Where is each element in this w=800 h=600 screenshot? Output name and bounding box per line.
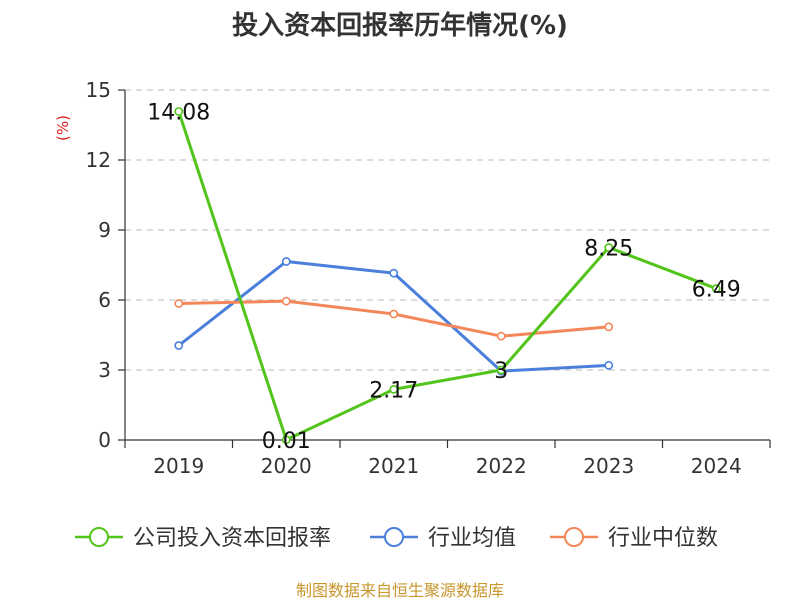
y-tick-label-0: 0 — [98, 428, 111, 452]
x-tick-label-2019: 2019 — [153, 454, 204, 478]
point-2-2020 — [281, 296, 291, 306]
series-1 — [174, 257, 614, 376]
point-1-2021 — [389, 268, 399, 278]
x-tick-label-2022: 2022 — [476, 454, 527, 478]
y-tick-label-6: 6 — [98, 288, 111, 312]
data-label-2019: 14.08 — [147, 100, 210, 125]
y-axis-unit: (%) — [54, 115, 72, 141]
x-tick-label-2020: 2020 — [261, 454, 312, 478]
y-tick-label-15: 15 — [86, 78, 111, 102]
legend-marker-2 — [564, 527, 584, 547]
y-tick-label-12: 12 — [86, 148, 111, 172]
data-label-2022: 3 — [494, 359, 508, 384]
source-note: 制图数据来自恒生聚源数据库 — [296, 581, 504, 600]
data-label-2021: 2.17 — [369, 378, 418, 403]
series-0 — [174, 107, 721, 445]
point-0-2022 — [496, 365, 506, 375]
point-0-2020 — [281, 435, 291, 445]
legend-item-2[interactable]: 行业中位数 — [550, 526, 718, 551]
legend-label-0: 公司投入资本回报率 — [133, 526, 331, 551]
x-tick-label-2023: 2023 — [583, 454, 634, 478]
point-2-2019 — [174, 299, 184, 308]
point-0-2019 — [174, 107, 184, 116]
data-label-2023: 8.25 — [584, 237, 633, 262]
legend-label-2: 行业中位数 — [608, 526, 718, 551]
series-line-0 — [177, 110, 717, 442]
point-0-2024 — [711, 284, 721, 293]
legend[interactable]: 公司投入资本回报率 行业均值 行业中位数 — [75, 526, 718, 551]
point-2-2021 — [389, 309, 399, 319]
axes: 0 3 6 9 12 15 2019 2020 2021 2022 2023 2024 — [86, 78, 771, 478]
data-label-2020: 0.01 — [262, 429, 311, 454]
x-tick-label-2024: 2024 — [691, 454, 742, 478]
point-1-2019 — [174, 341, 184, 350]
data-label-2024: 6.49 — [692, 278, 741, 303]
data-labels: 14.08 0.01 2.17 3 8.25 6.49 — [147, 100, 740, 453]
point-1-2023 — [604, 360, 614, 370]
legend-label-1: 行业均值 — [428, 526, 516, 551]
y-tick-label-9: 9 — [98, 218, 111, 242]
point-1-2020 — [281, 257, 291, 266]
x-tick-label-2021: 2021 — [368, 454, 419, 478]
series-2 — [174, 296, 614, 341]
legend-marker-0 — [89, 527, 109, 547]
legend-item-0[interactable]: 公司投入资本回报率 — [75, 526, 331, 551]
legend-item-1[interactable]: 行业均值 — [370, 526, 516, 551]
series-lines — [174, 107, 721, 445]
legend-marker-1 — [384, 527, 404, 547]
gridlines — [125, 89, 770, 371]
point-2-2023 — [604, 322, 614, 332]
y-tick-label-3: 3 — [98, 358, 111, 382]
point-0-2021 — [389, 384, 399, 394]
point-0-2023 — [604, 243, 614, 252]
point-2-2022 — [496, 331, 506, 341]
chart-title: 投入资本回报率历年情况(%) — [232, 10, 568, 41]
